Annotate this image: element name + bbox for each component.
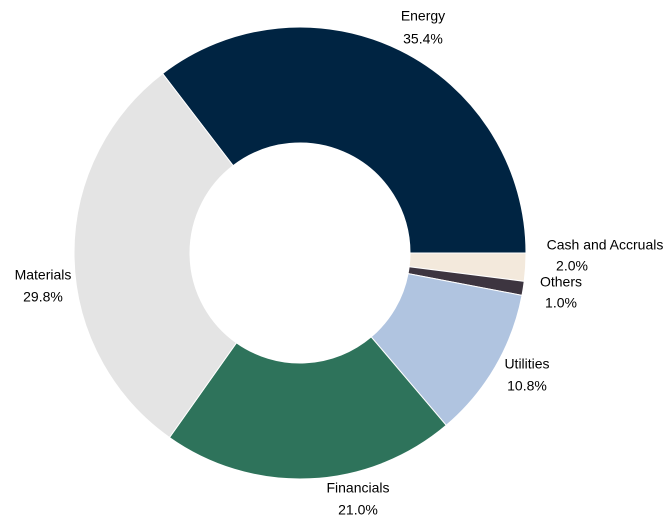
donut-slice — [73, 72, 238, 439]
slice-value-label: 2.0% — [556, 258, 588, 274]
slice-label: Others — [540, 274, 582, 290]
slice-value-label: 35.4% — [403, 31, 443, 47]
slice-label: Utilities — [504, 356, 549, 372]
donut-slice — [161, 26, 527, 254]
slice-value-label: 21.0% — [338, 502, 378, 517]
slice-label: Cash and Accruals — [547, 237, 664, 253]
slice-value-label: 29.8% — [23, 289, 63, 305]
slice-label: Energy — [401, 8, 445, 24]
slice-value-label: 10.8% — [507, 378, 547, 394]
slice-value-label: 1.0% — [545, 295, 577, 311]
slice-label: Materials — [15, 267, 72, 283]
donut-slice — [168, 336, 447, 480]
slice-label: Financials — [326, 480, 389, 496]
